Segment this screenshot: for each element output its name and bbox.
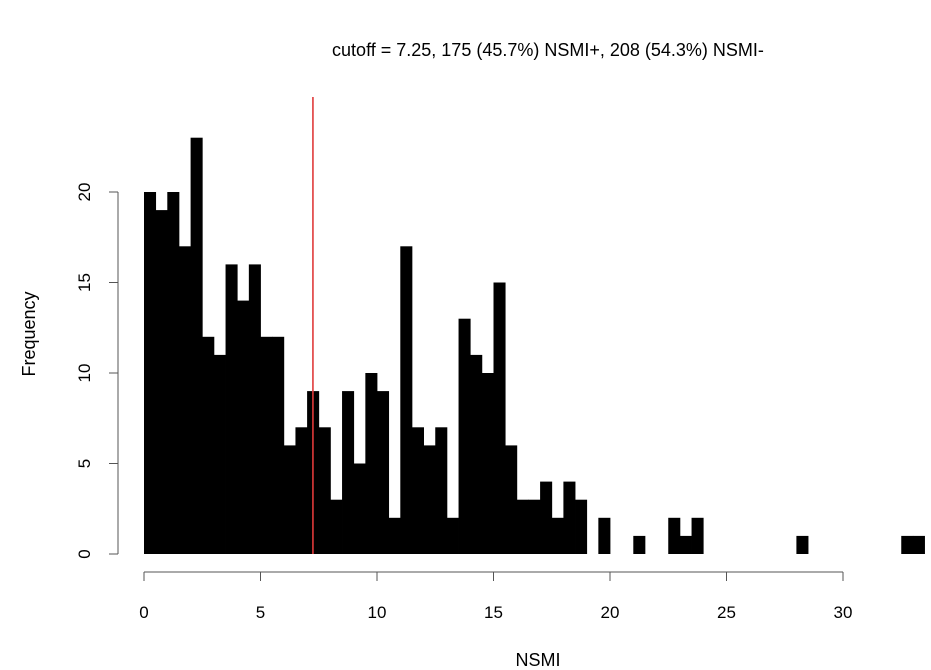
histogram-bar xyxy=(260,336,273,554)
histogram-bar xyxy=(598,517,611,554)
y-tick-label: 10 xyxy=(75,364,94,383)
histogram-bar xyxy=(668,517,681,554)
x-tick-label: 10 xyxy=(368,603,387,622)
x-tick-label: 25 xyxy=(717,603,736,622)
y-axis-title: Frequency xyxy=(19,291,39,376)
histogram-bar xyxy=(912,535,925,554)
y-tick-label: 20 xyxy=(75,183,94,202)
histogram-bar xyxy=(365,373,378,554)
chart-title: cutoff = 7.25, 175 (45.7%) NSMI+, 208 (5… xyxy=(332,40,764,60)
histogram-bar xyxy=(400,246,413,555)
y-tick-label: 15 xyxy=(75,273,94,292)
histogram-bar xyxy=(691,517,704,554)
x-tick-label: 30 xyxy=(834,603,853,622)
histogram-bar xyxy=(213,354,226,554)
histogram-bar xyxy=(575,499,588,554)
histogram-bar xyxy=(237,300,250,554)
histogram-bar xyxy=(202,336,215,554)
histogram-bar xyxy=(796,535,809,554)
histogram-bar xyxy=(330,499,343,554)
y-tick-label: 5 xyxy=(75,459,94,468)
histogram-bar xyxy=(155,210,168,554)
histogram-bar xyxy=(144,192,157,554)
histogram-bar xyxy=(318,427,331,554)
x-axis: 0 5 10 15 20 25 30 xyxy=(139,571,853,622)
x-tick-label: 15 xyxy=(484,603,503,622)
histogram-bar xyxy=(493,282,506,554)
histogram-bar xyxy=(225,264,238,554)
histogram-bar xyxy=(458,318,471,554)
x-tick-label: 0 xyxy=(139,603,148,622)
x-tick-label: 5 xyxy=(256,603,265,622)
histogram-bar xyxy=(353,463,366,554)
y-axis: 0 5 10 15 20 xyxy=(75,183,119,559)
histogram-bar xyxy=(388,517,401,554)
histogram-bar xyxy=(528,499,541,554)
histogram-bar xyxy=(481,373,494,554)
y-tick-label: 0 xyxy=(75,549,94,558)
histogram-bar xyxy=(190,137,203,554)
histogram-bar xyxy=(411,427,424,554)
histogram-bar xyxy=(551,517,564,554)
histogram-bar xyxy=(679,535,692,554)
histogram-bar xyxy=(563,481,576,554)
histogram-bar xyxy=(167,192,180,554)
histogram-bar xyxy=(295,427,308,554)
histogram-bar xyxy=(446,517,459,554)
x-axis-title: NSMI xyxy=(516,650,561,670)
histogram-bar xyxy=(377,391,390,554)
histogram-bar xyxy=(342,391,355,554)
histogram-bar xyxy=(633,535,646,554)
bars-group xyxy=(144,137,925,555)
histogram-bar xyxy=(178,246,191,555)
histogram-bar xyxy=(470,354,483,554)
histogram-bar xyxy=(248,264,261,554)
histogram-bar xyxy=(283,445,296,554)
x-tick-label: 20 xyxy=(601,603,620,622)
histogram-bar xyxy=(435,427,448,554)
histogram-bar xyxy=(423,445,436,554)
histogram-bar xyxy=(505,445,518,554)
histogram-bar xyxy=(516,499,529,554)
histogram-bar xyxy=(540,481,553,554)
histogram-bar xyxy=(272,336,285,554)
histogram-bar xyxy=(901,535,914,554)
